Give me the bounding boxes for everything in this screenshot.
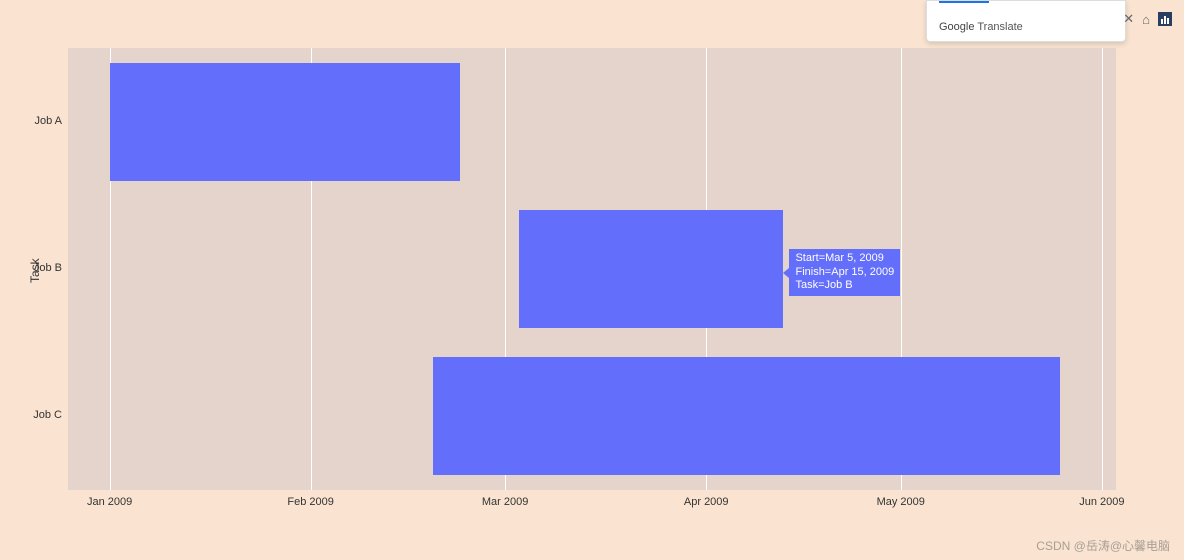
tooltip-line: Task=Job B	[795, 279, 894, 293]
modebar: ✕ ⌂	[1123, 11, 1172, 27]
tooltip-arrow-icon	[783, 268, 789, 278]
plotly-logo-icon[interactable]	[1158, 12, 1172, 26]
home-icon[interactable]: ⌂	[1142, 12, 1150, 27]
x-tick-label: May 2009	[877, 496, 925, 508]
gantt-bar[interactable]	[519, 210, 784, 328]
translate-brand-bold: Google	[939, 21, 974, 33]
google-translate-popup[interactable]: Google Translate	[926, 0, 1126, 42]
translate-brand: Google Translate	[939, 21, 1113, 33]
x-tick-label: Feb 2009	[287, 496, 333, 508]
translate-tab-underline	[939, 1, 989, 3]
translate-brand-rest: Translate	[974, 21, 1022, 33]
close-icon[interactable]: ✕	[1123, 11, 1134, 27]
gantt-bar[interactable]	[110, 63, 460, 181]
y-tick-label: Job C	[33, 409, 62, 421]
watermark: CSDN @岳涛@心馨电脑	[1036, 537, 1170, 554]
x-tick-label: Jun 2009	[1079, 496, 1124, 508]
gantt-bar[interactable]	[433, 357, 1060, 475]
gantt-chart[interactable]: Start=Mar 5, 2009Finish=Apr 15, 2009Task…	[68, 48, 1116, 490]
x-tick-label: Mar 2009	[482, 496, 528, 508]
hover-tooltip: Start=Mar 5, 2009Finish=Apr 15, 2009Task…	[789, 249, 900, 296]
y-tick-label: Job B	[34, 262, 62, 274]
y-tick-label: Job A	[34, 115, 62, 127]
x-tick-label: Jan 2009	[87, 496, 132, 508]
tooltip-line: Start=Mar 5, 2009	[795, 252, 894, 266]
tooltip-line: Finish=Apr 15, 2009	[795, 266, 894, 280]
gridline	[1102, 48, 1103, 490]
x-tick-label: Apr 2009	[684, 496, 729, 508]
